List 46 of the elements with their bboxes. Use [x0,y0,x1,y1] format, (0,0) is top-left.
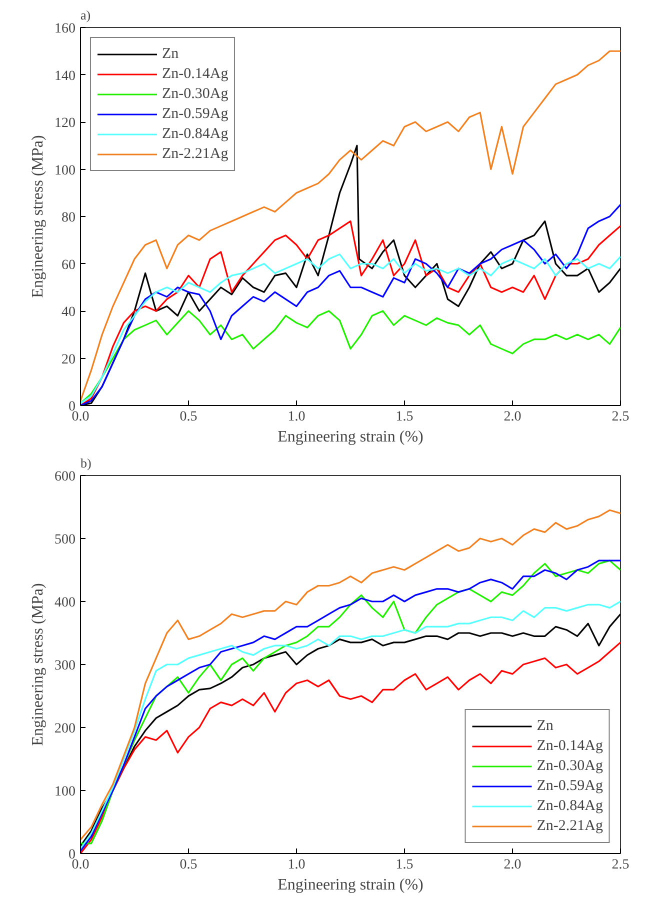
x-tick-label: 1.0 [288,410,306,424]
line-series [80,50,620,402]
x-tick-label: 0.0 [72,858,90,872]
y-tick-label: 400 [54,596,76,610]
y-axis-title: Engineering stress (MPa) [30,583,46,746]
x-tick-label: 2.0 [504,858,522,872]
y-tick-label: 60 [62,258,76,273]
y-tick-label: 600 [54,470,76,484]
x-tick-label: 0.0 [72,410,90,424]
legend-label: Zn-0.14Ag [536,737,603,755]
chart-title: b) [80,456,92,470]
x-tick-label: 0.5 [180,410,198,424]
legend-label: Zn-0.84Ag [536,797,603,815]
x-tick-label: 1.5 [396,410,414,424]
line-series [80,509,620,840]
y-tick-label: 120 [54,116,76,131]
x-tick-label: 2.5 [612,410,630,424]
legend-label: Zn-2.21Ag [162,145,228,163]
x-tick-label: 2.5 [612,858,630,872]
y-tick-label: 500 [54,532,76,548]
y-tick-label: 40 [62,305,76,320]
x-axis-title: Engineering strain (%) [278,428,424,446]
legend-label: Zn-0.59Ag [536,777,603,795]
x-tick-label: 2.0 [504,410,522,424]
legend-label: Zn-0.30Ag [162,85,228,103]
x-tick-label: 0.5 [180,858,198,872]
x-axis-title: Engineering strain (%) [278,876,424,894]
y-tick-label: 100 [54,163,76,178]
y-tick-label: 300 [54,658,76,674]
legend-label: Zn-0.84Ag [162,125,228,143]
legend-label: Zn [162,45,180,63]
y-tick-label: 100 [54,784,76,800]
y-tick-label: 20 [62,352,76,368]
legend-label: Zn [536,717,554,735]
x-tick-label: 1.0 [288,858,306,872]
y-axis-title: Engineering stress (MPa) [30,135,46,298]
y-tick-label: 200 [54,722,76,736]
legend-label: Zn-0.59Ag [162,105,228,123]
y-tick-label: 140 [54,68,76,84]
x-tick-label: 1.5 [396,858,414,872]
legend-label: Zn-2.21Ag [536,817,603,835]
legend-label: Zn-0.14Ag [162,65,228,83]
y-tick-label: 160 [54,22,76,36]
y-tick-label: 80 [62,210,76,226]
chart-title: a) [80,8,91,22]
legend-label: Zn-0.30Ag [536,757,603,775]
